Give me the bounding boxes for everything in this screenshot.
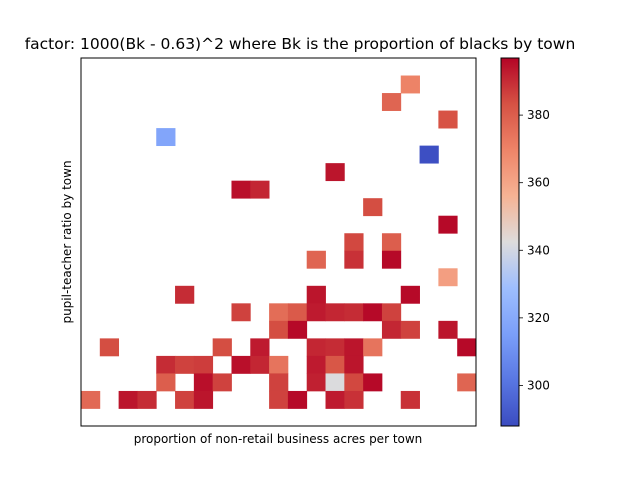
heatmap-cell xyxy=(118,390,138,409)
heatmap-cell xyxy=(193,390,214,409)
heatmap-cell xyxy=(325,303,345,322)
heatmap-cell xyxy=(381,250,402,269)
heatmap-cell xyxy=(438,110,458,129)
heatmap-cell xyxy=(381,303,402,322)
heatmap-cell xyxy=(344,373,364,392)
heatmap-cell xyxy=(175,285,195,304)
heatmap-cell xyxy=(231,180,251,199)
heatmap-cell xyxy=(457,373,477,392)
heatmap-cell xyxy=(325,355,345,374)
heatmap-cell xyxy=(344,233,364,252)
heatmap-cell xyxy=(344,338,364,357)
heatmap-cell xyxy=(269,390,289,409)
heatmap-cell xyxy=(306,373,326,392)
colorbar: 300 320 340 360 380 xyxy=(500,57,550,427)
plot-area xyxy=(80,57,477,427)
heatmap-cell xyxy=(193,355,214,374)
heatmap-cell xyxy=(81,390,101,409)
heatmap-cell xyxy=(212,373,232,392)
heatmap-cell xyxy=(344,303,364,322)
heatmap-cell xyxy=(231,355,251,374)
heatmap-cell xyxy=(231,303,251,322)
x-axis-label: proportion of non-retail business acres … xyxy=(134,432,423,446)
heatmap-cell xyxy=(287,320,308,339)
heatmap-cell xyxy=(306,303,326,322)
heatmap-cell xyxy=(438,215,458,234)
heatmap-cell xyxy=(344,355,364,374)
heatmap-cell xyxy=(287,303,308,322)
heatmap-cell xyxy=(269,355,289,374)
colorbar-gradient xyxy=(501,58,519,426)
heatmap-cell xyxy=(363,198,383,217)
heatmap-cell xyxy=(156,128,176,147)
heatmap-cell xyxy=(363,338,383,357)
heatmap-cell xyxy=(325,390,345,409)
heatmap-cell xyxy=(287,390,308,409)
heatmap-cell xyxy=(269,303,289,322)
heatmap-cell xyxy=(344,250,364,269)
heatmap-cell xyxy=(400,75,420,94)
heatmap-cell xyxy=(325,373,345,392)
heatmap-cell xyxy=(269,373,289,392)
heatmap-cell xyxy=(363,373,383,392)
heatmap-cell xyxy=(306,285,326,304)
heatmap-cell xyxy=(250,355,270,374)
heatmap-cell xyxy=(306,250,326,269)
heatmap-cell xyxy=(250,180,270,199)
heatmap-cell xyxy=(175,355,195,374)
heatmap-cell xyxy=(400,390,420,409)
heatmap-cell xyxy=(457,338,477,357)
heatmap-cell xyxy=(400,285,420,304)
heatmap-cells xyxy=(81,75,477,409)
heatmap-cell xyxy=(156,355,176,374)
colorbar-ticks: 300 320 340 360 380 xyxy=(519,108,550,392)
heatmap-cell xyxy=(325,163,345,182)
colorbar-tick-label: 340 xyxy=(527,243,550,257)
heatmap-cell xyxy=(212,338,232,357)
heatmap-cell xyxy=(381,320,402,339)
heatmap-cell xyxy=(381,93,402,111)
colorbar-tick-label: 300 xyxy=(527,378,550,392)
heatmap-cell xyxy=(137,390,157,409)
heatmap-cell xyxy=(363,303,383,322)
y-axis-label: pupil-teacher ratio by town xyxy=(60,160,74,323)
heatmap-cell xyxy=(193,373,214,392)
heatmap-cell xyxy=(325,338,345,357)
colorbar-tick-label: 380 xyxy=(527,108,550,122)
heatmap-cell xyxy=(269,320,289,339)
heatmap-cell xyxy=(250,338,270,357)
heatmap-cell xyxy=(306,338,326,357)
heatmap-cell xyxy=(344,390,364,409)
heatmap-cell xyxy=(381,233,402,252)
colorbar-tick-label: 360 xyxy=(527,176,550,190)
heatmap-cell xyxy=(438,268,458,287)
heatmap-cell xyxy=(306,355,326,374)
colorbar-frame xyxy=(500,57,520,427)
chart-title: factor: 1000(Bk - 0.63)^2 where Bk is th… xyxy=(25,35,576,53)
heatmap-cell xyxy=(419,145,439,164)
colorbar-tick-label: 320 xyxy=(527,311,550,325)
plot-frame xyxy=(80,57,477,427)
heatmap-cell xyxy=(400,320,420,339)
heatmap-cell xyxy=(175,390,195,409)
heatmap-cell xyxy=(156,373,176,392)
heatmap-cell xyxy=(99,338,120,357)
heatmap-cell xyxy=(438,320,458,339)
